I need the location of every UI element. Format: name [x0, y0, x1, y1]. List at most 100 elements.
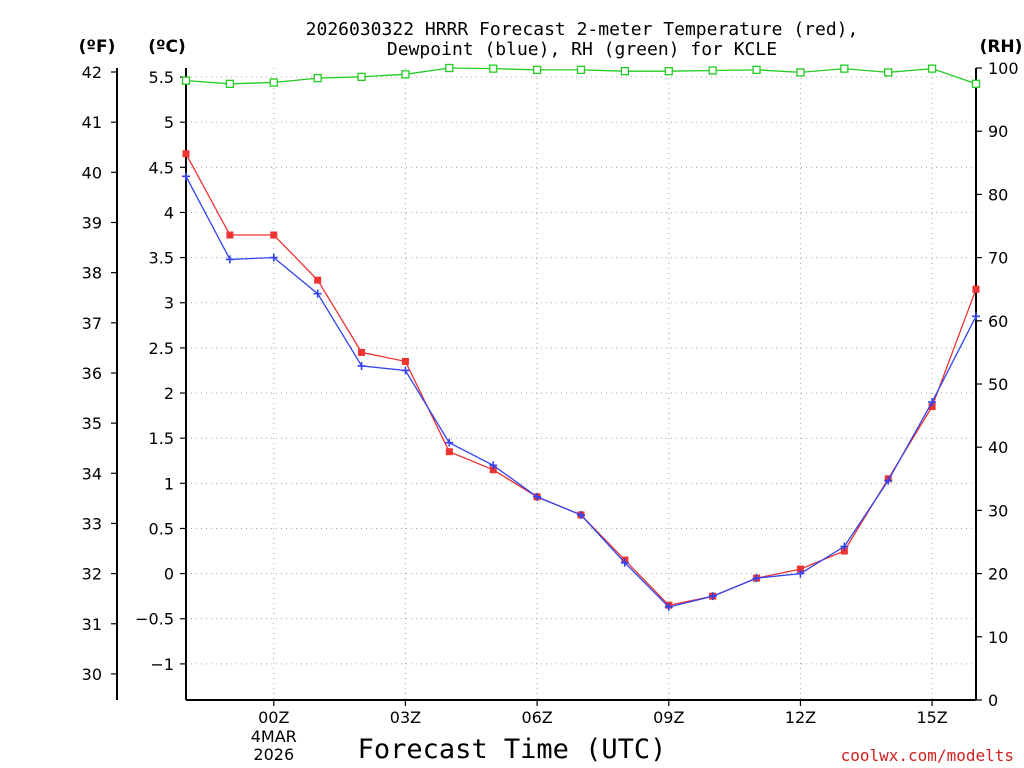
dewpoint-point [884, 476, 893, 485]
rh-point [664, 67, 673, 76]
rh-tick-label: 0 [988, 691, 998, 710]
celsius-tick-label: −0.5 [135, 610, 174, 629]
temperature-point [445, 448, 453, 456]
rh-tick-label: 70 [988, 249, 1008, 268]
temperature-point [358, 348, 366, 356]
rh-point [532, 65, 542, 75]
temperature-line [185, 153, 977, 606]
rh-tick-label: 10 [988, 628, 1008, 647]
rh-tick-label: 50 [988, 375, 1008, 394]
dewpoint-point [182, 172, 190, 181]
fahrenheit-tick-label: 35 [82, 414, 102, 433]
x-tick-date: 4MAR [251, 727, 297, 746]
rh-tick-label: 20 [988, 565, 1008, 584]
rh-tick-label: 90 [988, 122, 1008, 141]
rh-point [181, 76, 191, 85]
x-tick-label: 09Z [653, 708, 684, 727]
rh-tick-label: 30 [988, 501, 1008, 520]
gridlines [186, 68, 976, 700]
fahrenheit-tick-label: 37 [82, 314, 102, 333]
celsius-tick-label: 4.5 [149, 158, 174, 177]
fahrenheit-tick-label: 32 [82, 565, 102, 584]
dewpoint-point [796, 569, 805, 578]
fahrenheit-tick-label: 30 [82, 665, 102, 684]
temperature-point [401, 357, 409, 365]
rh-point [357, 72, 366, 81]
dewpoint-point [620, 558, 629, 567]
temperature-point [270, 231, 278, 239]
fahrenheit-tick-label: 31 [82, 615, 102, 634]
credit-label: coolwx.com/modelts [841, 746, 1014, 765]
temperature-point [840, 547, 848, 555]
celsius-tick-label: 2 [164, 384, 174, 403]
rh-point [884, 68, 893, 77]
temperature-point [972, 285, 980, 293]
rh-point [840, 64, 849, 73]
fahrenheit-tick-label: 42 [82, 63, 102, 82]
dewpoint-point [401, 366, 410, 375]
dewpoint-point [972, 312, 980, 321]
celsius-tick-label: 3 [164, 294, 174, 313]
rh-point [971, 79, 981, 88]
temperature-point [796, 565, 804, 573]
rh-point [927, 64, 937, 73]
temperature-point [928, 403, 936, 411]
dewpoint-point [708, 592, 717, 601]
tick-labels: 5.5 5 4.5 4 3.5 3 2.5 2 1.5 1 0.5 0 −0.5 −1 42 41 40 39 38… [82, 59, 1019, 764]
fahrenheit-tick-label: 33 [82, 514, 102, 533]
rh-point [620, 67, 630, 76]
x-tick-label: 00Z [258, 708, 289, 727]
celsius-tick-label: 2.5 [149, 339, 174, 358]
rh-point [269, 78, 278, 87]
chart-subtitle: Dewpoint (blue), RH (green) for KCLE [387, 39, 777, 60]
rh-tick-label: 60 [988, 312, 1008, 331]
temperature-point [182, 150, 190, 158]
rh-point [225, 79, 235, 88]
celsius-tick-label: 3.5 [149, 249, 174, 268]
rh-tick-label: 40 [988, 438, 1008, 457]
celsius-tick-label: 0 [164, 565, 174, 584]
dewpoint-point [928, 398, 937, 407]
celsius-tick-label: −1 [150, 655, 174, 674]
data-series [181, 63, 981, 612]
temperature-point [489, 466, 497, 474]
fahrenheit-tick-label: 40 [82, 163, 102, 182]
dewpoint-point [269, 253, 278, 262]
rh-unit-label: (RH) [980, 37, 1023, 57]
celsius-tick-label: 1.5 [149, 429, 174, 448]
dewpoint-point [313, 289, 322, 298]
temperature-point [226, 231, 234, 239]
rh-point [401, 70, 410, 79]
dewpoint-point [225, 255, 234, 264]
rh-point [313, 73, 322, 83]
dewpoint-point [533, 492, 542, 501]
dewpoint-line [185, 175, 977, 608]
dewpoint-point [752, 574, 761, 583]
rh-point [576, 65, 586, 75]
fahrenheit-tick-label: 38 [82, 264, 102, 283]
dewpoint-point [840, 542, 849, 551]
x-tick-label: 15Z [916, 708, 947, 727]
fahrenheit-unit-label: (ºF) [79, 37, 116, 57]
x-tick-label: 12Z [785, 708, 816, 727]
fahrenheit-tick-label: 41 [82, 113, 102, 132]
celsius-tick-label: 1 [164, 474, 174, 493]
rh-point [708, 66, 717, 75]
celsius-tick-label: 4 [164, 203, 174, 222]
x-tick-label: 03Z [390, 708, 421, 727]
dewpoint-point [577, 510, 585, 519]
celsius-tick-label: 5 [164, 113, 174, 132]
rh-point [445, 63, 454, 73]
fahrenheit-tick-label: 36 [82, 364, 102, 383]
x-tick-label: 06Z [521, 708, 552, 727]
x-axis-label: Forecast Time (UTC) [358, 734, 667, 765]
rh-tick-label: 100 [988, 59, 1019, 78]
rh-tick-label: 80 [988, 185, 1008, 204]
rh-point [796, 68, 805, 77]
dewpoint-point [357, 361, 366, 370]
celsius-tick-label: 0.5 [149, 519, 174, 538]
dewpoint-point [445, 438, 454, 447]
chart-title: 2026030322 HRRR Forecast 2-meter Tempera… [306, 19, 859, 40]
celsius-tick-label: 5.5 [149, 68, 174, 87]
